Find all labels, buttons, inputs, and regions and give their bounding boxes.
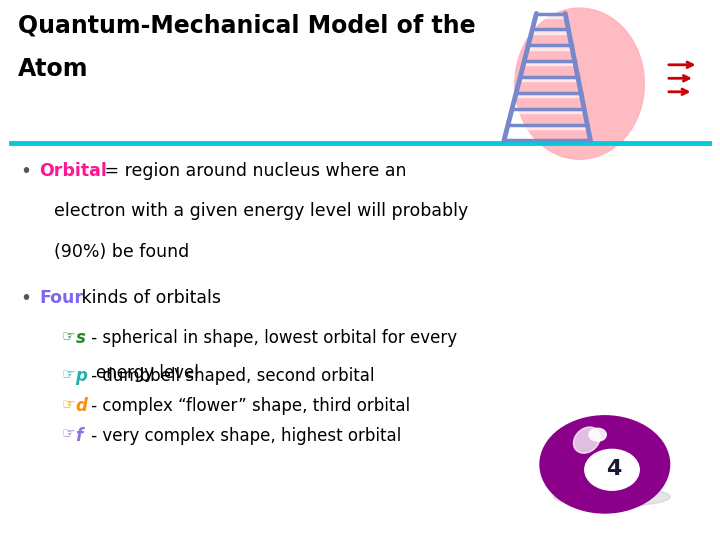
Text: s: s (76, 329, 86, 347)
Text: •: • (20, 289, 31, 308)
Text: ☞: ☞ (61, 367, 75, 382)
Text: energy level: energy level (96, 364, 199, 382)
Text: Atom: Atom (18, 57, 89, 80)
Text: f: f (76, 427, 83, 444)
Text: (90%) be found: (90%) be found (54, 243, 189, 261)
Text: kinds of orbitals: kinds of orbitals (76, 289, 221, 307)
Text: - spherical in shape, lowest orbital for every: - spherical in shape, lowest orbital for… (86, 329, 456, 347)
Circle shape (585, 449, 639, 490)
Text: Orbital: Orbital (40, 162, 107, 180)
Text: Four: Four (40, 289, 84, 307)
Text: - complex “flower” shape, third orbital: - complex “flower” shape, third orbital (86, 397, 410, 415)
Text: p: p (76, 367, 87, 385)
Circle shape (540, 416, 670, 513)
Text: •: • (20, 162, 31, 181)
Circle shape (589, 428, 606, 441)
Text: - dumbbell shaped, second orbital: - dumbbell shaped, second orbital (86, 367, 374, 385)
Text: d: d (76, 397, 87, 415)
Text: - very complex shape, highest orbital: - very complex shape, highest orbital (86, 427, 401, 444)
Text: ☞: ☞ (61, 329, 75, 345)
Ellipse shape (573, 427, 600, 453)
Ellipse shape (554, 487, 670, 507)
Text: = region around nucleus where an: = region around nucleus where an (99, 162, 406, 180)
Text: ☞: ☞ (61, 427, 75, 442)
Text: electron with a given energy level will probably: electron with a given energy level will … (54, 202, 468, 220)
Text: ☞: ☞ (61, 397, 75, 412)
Text: Quantum-Mechanical Model of the: Quantum-Mechanical Model of the (18, 14, 476, 37)
Ellipse shape (515, 8, 644, 159)
Text: 4: 4 (606, 458, 621, 479)
